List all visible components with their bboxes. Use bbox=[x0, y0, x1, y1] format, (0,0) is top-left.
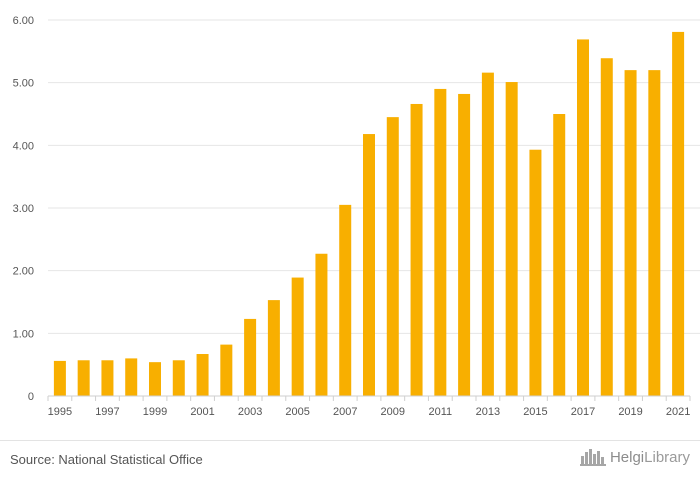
bar-1998[interactable] bbox=[125, 358, 138, 396]
bar-2006[interactable] bbox=[315, 253, 328, 396]
x-tick-label: 2021 bbox=[666, 406, 690, 418]
bar-2019[interactable] bbox=[624, 70, 637, 396]
x-tick-label: 2013 bbox=[476, 406, 500, 418]
x-tick-label: 2009 bbox=[381, 406, 405, 418]
bar-2003[interactable] bbox=[244, 318, 257, 396]
skyline-icon bbox=[579, 448, 606, 466]
x-tick-label: 2005 bbox=[285, 406, 309, 418]
bar-2002[interactable] bbox=[220, 344, 233, 396]
bar-2000[interactable] bbox=[172, 360, 185, 396]
bar-2008[interactable] bbox=[363, 134, 375, 397]
logo-text-helgi: Helgi bbox=[609, 448, 645, 466]
y-tick-label: 4.00 bbox=[13, 140, 34, 152]
x-axis-ticks: 1995 1997 1999 2001 2003 2005 2007 2009 2011 2013… bbox=[47, 396, 691, 418]
y-tick-label: 5.00 bbox=[13, 78, 34, 90]
x-tick-label: 2017 bbox=[571, 406, 595, 418]
bar-2012[interactable] bbox=[458, 93, 471, 396]
y-tick-label: 6.00 bbox=[13, 15, 34, 27]
y-tick-label: 0 bbox=[28, 391, 34, 403]
bar-2004[interactable] bbox=[267, 300, 280, 396]
logo-text: HelgiLibrary bbox=[610, 449, 690, 466]
bar-1996[interactable] bbox=[77, 360, 90, 396]
bar-2018[interactable] bbox=[600, 58, 613, 396]
bar-2010[interactable] bbox=[410, 103, 423, 396]
x-tick-label: 2007 bbox=[333, 406, 357, 418]
bar-2007[interactable] bbox=[339, 204, 352, 396]
bar-chart: 0 1.00 2.00 3.00 4.00 5.00 6.00 1995 1997 1999 20… bbox=[13, 15, 700, 418]
x-tick-label: 1999 bbox=[143, 406, 167, 418]
bar-2020[interactable] bbox=[648, 70, 661, 396]
bar-2015[interactable] bbox=[529, 149, 542, 396]
x-tick-label: 2001 bbox=[190, 406, 214, 418]
logo-text-library: Library bbox=[644, 448, 690, 466]
bar-2011[interactable] bbox=[434, 88, 447, 397]
bar-2001[interactable] bbox=[196, 354, 209, 396]
bar-2013[interactable] bbox=[481, 72, 494, 396]
helgi-library-logo[interactable]: HelgiLibrary bbox=[579, 448, 690, 466]
x-tick-label: 2011 bbox=[429, 406, 453, 418]
source-note: Source: National Statistical Office bbox=[10, 452, 203, 467]
bars bbox=[53, 31, 685, 397]
x-tick-label: 1995 bbox=[48, 406, 72, 418]
bar-1999[interactable] bbox=[149, 362, 161, 396]
bar-2017[interactable] bbox=[577, 39, 589, 397]
y-axis-ticks: 0 1.00 2.00 3.00 4.00 5.00 6.00 bbox=[13, 15, 34, 403]
x-tick-label: 1997 bbox=[95, 406, 119, 418]
y-tick-label: 1.00 bbox=[13, 328, 34, 340]
footer-divider bbox=[0, 440, 700, 441]
x-tick-label: 2015 bbox=[523, 406, 547, 418]
bar-2009[interactable] bbox=[386, 117, 399, 396]
bar-1995[interactable] bbox=[53, 360, 66, 396]
bar-2021[interactable] bbox=[672, 31, 685, 396]
bar-1997[interactable] bbox=[101, 360, 114, 396]
bar-2016[interactable] bbox=[553, 114, 566, 396]
y-tick-label: 2.00 bbox=[13, 266, 34, 278]
bar-2005[interactable] bbox=[291, 277, 304, 396]
y-tick-label: 3.00 bbox=[13, 203, 34, 215]
bar-2014[interactable] bbox=[505, 82, 518, 396]
x-tick-label: 2019 bbox=[618, 406, 642, 418]
x-tick-label: 2003 bbox=[238, 406, 262, 418]
